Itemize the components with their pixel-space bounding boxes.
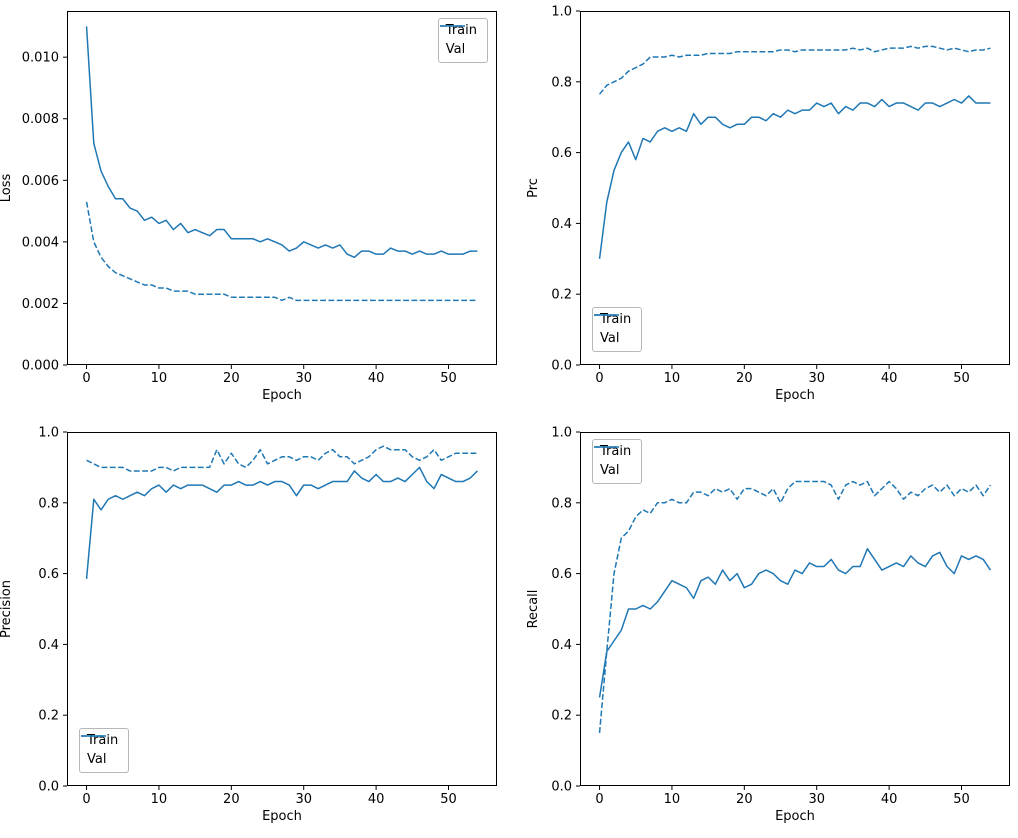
x-tick-label: 0 <box>595 792 603 807</box>
x-tick-label: 10 <box>151 371 168 386</box>
y-tick-label: 0.008 <box>22 112 59 127</box>
x-tick-label: 30 <box>295 371 312 386</box>
series-line-train <box>85 26 478 259</box>
series-line-train <box>598 95 991 259</box>
x-tick-label: 30 <box>808 371 825 386</box>
y-tick-label: 0.2 <box>551 709 572 724</box>
legend-label: Val <box>600 463 620 478</box>
x-tick-label: 40 <box>368 371 385 386</box>
y-tick-label: 0.002 <box>22 297 59 312</box>
y-tick-label: 1.0 <box>551 5 572 20</box>
x-axis-label: Epoch <box>262 809 302 824</box>
legend-label: Val <box>600 331 620 346</box>
subplot-loss: 0 10 20 30 40 50 0.000 0.002 0.004 0.006 0.008 0.01… <box>0 11 497 403</box>
x-tick-label: 30 <box>295 792 312 807</box>
x-tick-label: 20 <box>736 371 753 386</box>
x-tick-label: 40 <box>881 371 898 386</box>
x-tick-label: 40 <box>368 792 385 807</box>
y-tick-label: 1.0 <box>38 426 59 441</box>
legend: Train Val <box>437 18 488 63</box>
legend-entry-val: Val <box>81 735 118 768</box>
y-tick-label: 1.0 <box>551 426 572 441</box>
y-tick-label: 0.6 <box>38 567 59 582</box>
plot-area: 0 10 20 30 40 50 0.0 0.2 0.4 0.6 0.8 1.0 Recall Epoch <box>526 426 1010 824</box>
legend-entry-val: Val <box>594 446 631 479</box>
x-tick-label: 0 <box>82 371 90 386</box>
series-line-train <box>85 466 478 579</box>
legend-line-sample-dashed <box>594 446 619 448</box>
x-tick-label: 0 <box>82 792 90 807</box>
y-tick-label: 0.2 <box>38 709 59 724</box>
y-tick-label: 0.4 <box>551 217 572 232</box>
x-tick-label: 20 <box>223 371 240 386</box>
legend-label: Val <box>445 42 466 57</box>
plot-area: 0 10 20 30 40 50 0.0 0.2 0.4 0.6 0.8 1.0 Precision Ep… <box>0 426 497 824</box>
legend-line-sample-dashed <box>81 735 106 737</box>
y-tick-label: 0.0 <box>551 780 572 795</box>
y-tick-label: 0.8 <box>551 496 572 511</box>
legend-entry-val: Val <box>439 25 477 58</box>
y-tick-label: 0.010 <box>22 51 59 66</box>
y-tick-label: 0.6 <box>551 146 572 161</box>
axes-frame <box>67 11 497 365</box>
y-axis-label: Recall <box>526 590 541 629</box>
x-tick-label: 20 <box>736 792 753 807</box>
y-tick-label: 0.6 <box>551 567 572 582</box>
x-tick-label: 40 <box>881 792 898 807</box>
x-axis-label: Epoch <box>775 809 815 824</box>
x-tick-label: 50 <box>440 371 457 386</box>
y-tick-label: 0.004 <box>22 235 59 250</box>
axes-frame <box>580 432 1010 786</box>
y-tick-label: 0.8 <box>38 496 59 511</box>
y-tick-label: 0.0 <box>38 780 59 795</box>
y-tick-label: 0.006 <box>22 174 59 189</box>
plot-area: 0 10 20 30 40 50 0.000 0.002 0.004 0.006 0.008 0.01… <box>0 11 497 403</box>
y-tick-label: 0.4 <box>38 638 59 653</box>
y-axis-label: Precision <box>0 580 14 638</box>
x-tick-label: 10 <box>664 371 681 386</box>
legend: Train Val <box>592 307 643 352</box>
legend-line-sample-dashed <box>594 314 619 316</box>
subplot-prc: 0 10 20 30 40 50 0.0 0.2 0.4 0.6 0.8 1.0 Prc Epoch Tra… <box>526 5 1010 403</box>
plot-area: 0 10 20 30 40 50 0.0 0.2 0.4 0.6 0.8 1.0 Prc Epoch <box>526 5 1010 403</box>
series-line-val <box>85 201 478 302</box>
y-tick-label: 0.4 <box>551 638 572 653</box>
series-line-val <box>86 445 478 472</box>
y-axis-label: Prc <box>526 178 541 198</box>
series-line-val <box>598 45 991 95</box>
x-tick-label: 50 <box>953 371 970 386</box>
legend: Train Val <box>79 728 130 773</box>
y-axis-label: Loss <box>0 174 14 203</box>
y-tick-label: 0.8 <box>551 75 572 90</box>
x-tick-label: 10 <box>664 792 681 807</box>
axes-frame <box>580 11 1010 365</box>
x-tick-label: 50 <box>440 792 457 807</box>
x-tick-label: 50 <box>953 792 970 807</box>
legend-label: Val <box>87 752 107 767</box>
y-tick-label: 0.000 <box>22 359 59 374</box>
legend: Train Val <box>592 439 643 484</box>
series-line-val <box>598 480 992 733</box>
x-tick-label: 10 <box>151 792 168 807</box>
x-tick-label: 20 <box>223 792 240 807</box>
legend-entry-val: Val <box>594 314 631 347</box>
subplot-recall: 0 10 20 30 40 50 0.0 0.2 0.4 0.6 0.8 1.0 Recall Epoch… <box>526 426 1010 824</box>
subplot-precision: 0 10 20 30 40 50 0.0 0.2 0.4 0.6 0.8 1.0 Precision Ep… <box>0 426 497 824</box>
x-tick-label: 30 <box>808 792 825 807</box>
y-tick-label: 0.0 <box>551 359 572 374</box>
x-axis-label: Epoch <box>775 388 815 403</box>
x-axis-label: Epoch <box>262 388 302 403</box>
x-tick-label: 0 <box>595 371 603 386</box>
y-tick-label: 0.2 <box>551 288 572 303</box>
legend-line-sample-dashed <box>439 25 465 27</box>
axes-frame <box>67 432 497 786</box>
series-line-train <box>598 548 992 698</box>
